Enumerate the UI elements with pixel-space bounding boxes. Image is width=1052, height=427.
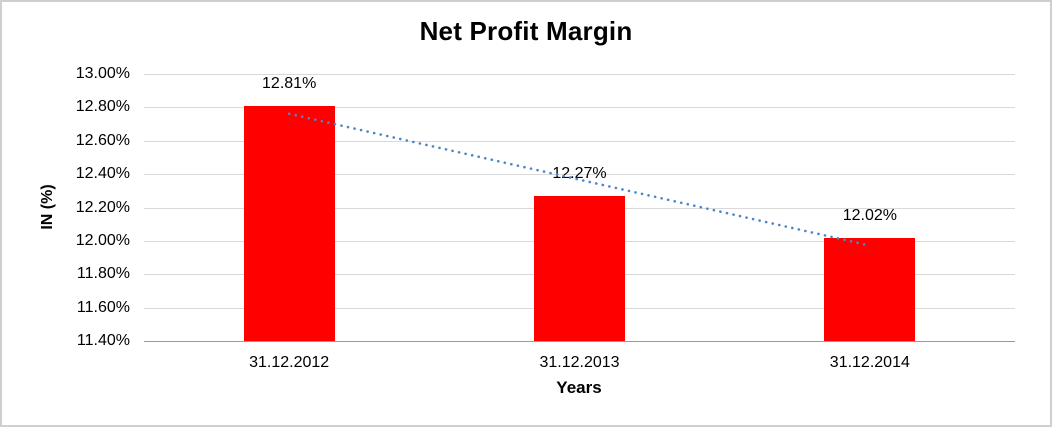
trendline (287, 112, 872, 247)
gridline (144, 74, 1015, 75)
y-tick-label: 12.00% (75, 231, 130, 249)
bar (243, 105, 335, 341)
x-tick-label: 31.12.2013 (539, 354, 620, 371)
chart-title: Net Profit Margin (419, 16, 633, 46)
y-tick-label: 12.80% (75, 98, 130, 116)
x-axis-title: Years (556, 378, 602, 397)
bar (824, 237, 916, 341)
gridline (144, 174, 1015, 176)
gridline (144, 107, 1015, 109)
gridline (144, 140, 1015, 142)
y-tick-label: 12.60% (75, 131, 130, 149)
y-tick-label: 12.40% (75, 165, 130, 183)
y-tick-label: 11.40% (76, 332, 130, 349)
x-tick-label: 31.12.2014 (829, 354, 910, 371)
data-label: 12.27% (552, 164, 607, 182)
x-tick-label: 31.12.2012 (249, 354, 330, 371)
data-label: 12.81% (262, 74, 317, 92)
y-tick-label: 11.80% (76, 265, 130, 283)
y-tick-label: 12.20% (75, 198, 130, 216)
plot-area: 12.81% 12.27% 12.02% (144, 74, 1015, 342)
y-tick-label: 13.00% (75, 65, 130, 82)
bar (534, 195, 625, 341)
data-label: 12.02% (842, 206, 897, 224)
x-axis-line (144, 341, 1015, 342)
y-tick-label: 11.60% (76, 298, 130, 316)
